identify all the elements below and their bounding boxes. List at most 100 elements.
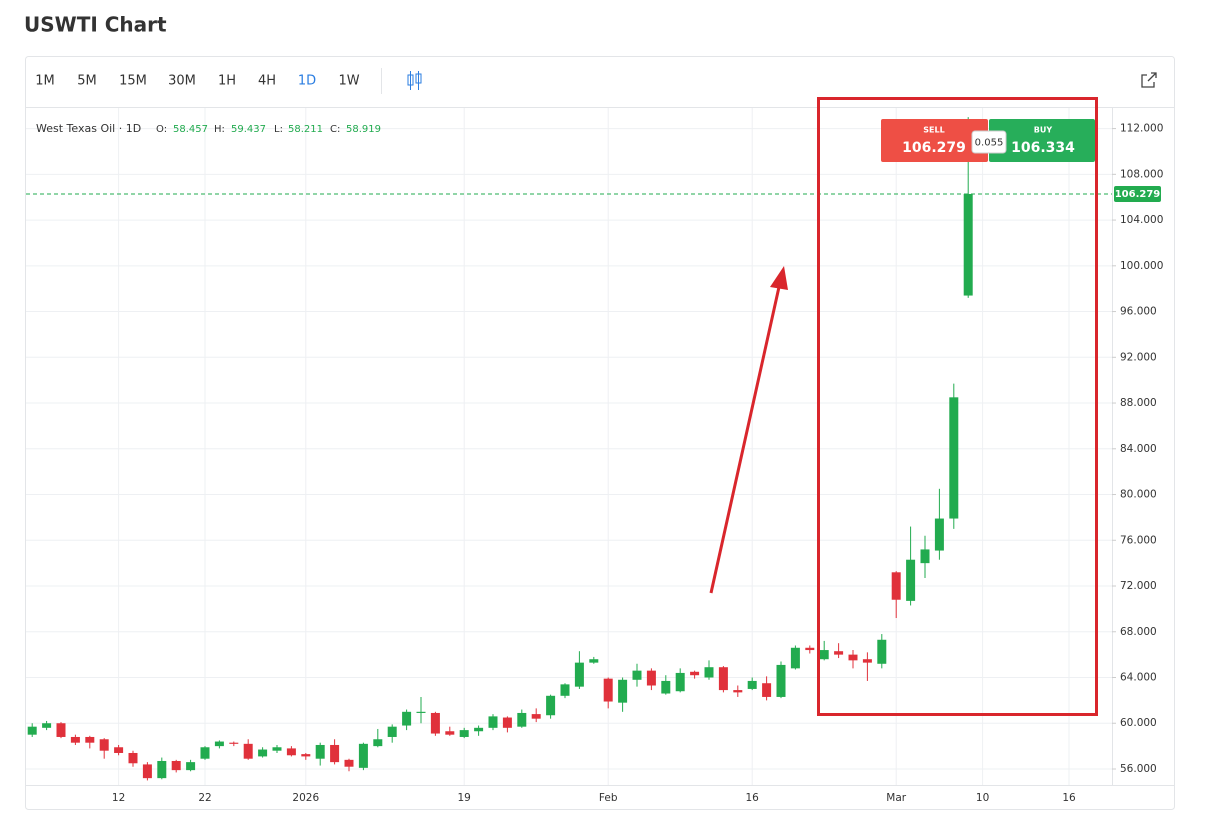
- y-tick-label: 108.000: [1120, 168, 1163, 180]
- interval-button[interactable]: 15M: [119, 74, 147, 89]
- candle: [589, 656, 599, 664]
- candle-body: [920, 549, 930, 564]
- interval-button[interactable]: 4H: [258, 74, 276, 89]
- interval-button[interactable]: 1M: [35, 74, 55, 89]
- candle-body: [488, 716, 498, 728]
- candle-body: [186, 762, 196, 771]
- legend-key: O:: [156, 124, 167, 135]
- x-tick-label: 12: [112, 792, 125, 804]
- interval-button[interactable]: 1W: [338, 74, 359, 89]
- candle-body: [56, 723, 66, 737]
- legend-value: 58.919: [346, 124, 381, 135]
- candle-body: [27, 726, 37, 735]
- candle-body: [949, 397, 959, 519]
- candle: [560, 683, 570, 699]
- candle: [301, 752, 311, 760]
- candle: [690, 670, 700, 679]
- candle-body: [733, 690, 743, 693]
- candle: [949, 383, 959, 529]
- candle: [229, 741, 239, 747]
- candle-body: [589, 659, 599, 663]
- y-tick-label: 72.000: [1120, 580, 1157, 592]
- candle: [661, 675, 671, 695]
- candle-body: [934, 518, 944, 551]
- candle-body: [877, 639, 887, 664]
- candle-body: [286, 748, 296, 756]
- y-tick-label: 60.000: [1120, 717, 1157, 729]
- candle-body: [373, 739, 383, 747]
- candle: [531, 708, 541, 723]
- candle: [733, 685, 743, 697]
- y-tick-label: 56.000: [1120, 763, 1157, 775]
- popout-button[interactable]: [1141, 72, 1157, 88]
- candle: [459, 727, 469, 739]
- candle: [243, 739, 253, 760]
- candle: [128, 750, 138, 767]
- candle-body: [862, 659, 872, 663]
- candle-body: [790, 647, 800, 669]
- candle: [762, 676, 772, 701]
- candle-type-button[interactable]: [407, 71, 422, 90]
- candle-body: [301, 754, 311, 757]
- candle-body: [675, 672, 685, 692]
- candle: [805, 645, 815, 654]
- icon-body: [415, 73, 422, 84]
- candle-body: [618, 679, 628, 703]
- legend-value: 58.211: [288, 124, 323, 135]
- x-tick-label: Mar: [886, 792, 906, 804]
- candle-body: [848, 654, 858, 661]
- candle: [27, 723, 37, 737]
- candle: [474, 725, 484, 736]
- candle-body: [42, 723, 52, 728]
- sell-price: 106.279: [902, 140, 966, 156]
- icon-frame: [1141, 74, 1155, 88]
- candle-body: [128, 752, 138, 764]
- candle: [819, 640, 829, 661]
- candle: [430, 711, 440, 736]
- candle-body: [776, 664, 786, 697]
- candle-body: [661, 680, 671, 694]
- candle-body: [819, 650, 829, 660]
- candle: [157, 757, 167, 780]
- candle-body: [445, 731, 455, 735]
- sell-label: SELL: [923, 126, 944, 135]
- candle: [675, 668, 685, 693]
- buy-button[interactable]: [989, 119, 1095, 162]
- candle-body: [70, 736, 80, 743]
- candle-body: [906, 559, 916, 601]
- candle-body: [258, 749, 268, 757]
- y-tick-label: 104.000: [1120, 214, 1163, 226]
- candle-body: [200, 747, 210, 759]
- candle: [142, 762, 152, 781]
- candle-body: [531, 714, 541, 719]
- y-tick-label: 96.000: [1120, 306, 1157, 318]
- interval-button[interactable]: 1D: [298, 74, 316, 89]
- interval-button[interactable]: 1H: [218, 74, 236, 89]
- candle: [272, 744, 282, 753]
- candle-body: [690, 671, 700, 676]
- buy-price: 106.334: [1011, 140, 1075, 156]
- icon-arrow: [1147, 72, 1157, 82]
- candle-body: [747, 680, 757, 689]
- sell-button[interactable]: [881, 119, 988, 162]
- candle-body: [85, 736, 95, 743]
- candle-body: [603, 678, 613, 702]
- candle: [70, 734, 80, 745]
- interval-button[interactable]: 30M: [168, 74, 196, 89]
- interval-button[interactable]: 5M: [77, 74, 97, 89]
- y-tick-label: 92.000: [1120, 351, 1157, 363]
- candle: [200, 746, 210, 760]
- candle: [747, 677, 757, 691]
- candle-body: [891, 572, 901, 600]
- candle: [934, 488, 944, 560]
- buy-label: BUY: [1034, 126, 1053, 135]
- candle: [258, 747, 268, 758]
- x-tick-label: 2026: [292, 792, 319, 804]
- candle: [834, 643, 844, 659]
- candle-body: [646, 670, 656, 686]
- candle-body: [430, 712, 440, 734]
- candle: [42, 720, 52, 731]
- candle-body: [402, 711, 412, 726]
- candle: [502, 716, 512, 733]
- candle: [618, 677, 628, 712]
